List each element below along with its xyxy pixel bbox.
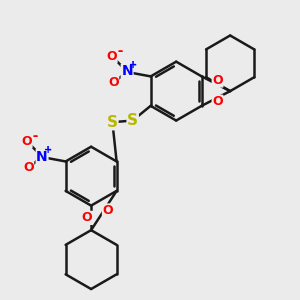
Text: O: O xyxy=(106,50,117,63)
Text: N: N xyxy=(36,149,48,164)
Text: -: - xyxy=(117,45,122,58)
Text: O: O xyxy=(82,212,92,224)
Text: O: O xyxy=(103,204,113,217)
Text: +: + xyxy=(129,60,137,70)
Text: +: + xyxy=(44,145,52,155)
Text: S: S xyxy=(127,113,138,128)
Text: S: S xyxy=(107,115,118,130)
Text: O: O xyxy=(212,74,223,87)
Text: N: N xyxy=(36,149,48,164)
Text: O: O xyxy=(212,95,223,108)
Text: +: + xyxy=(129,60,137,70)
Text: -: - xyxy=(117,45,122,58)
Text: -: - xyxy=(32,130,38,143)
Text: O: O xyxy=(103,204,113,217)
Text: O: O xyxy=(108,76,119,89)
Text: O: O xyxy=(82,212,92,224)
Text: O: O xyxy=(23,161,34,175)
Text: +: + xyxy=(44,145,52,155)
Text: O: O xyxy=(106,50,117,63)
Text: S: S xyxy=(127,113,138,128)
Text: O: O xyxy=(212,74,223,87)
Text: O: O xyxy=(21,135,32,148)
Text: O: O xyxy=(23,161,34,175)
Text: N: N xyxy=(121,64,133,79)
Text: -: - xyxy=(32,130,38,143)
Text: O: O xyxy=(212,95,223,108)
Text: O: O xyxy=(21,135,32,148)
Text: N: N xyxy=(121,64,133,79)
Text: S: S xyxy=(107,115,118,130)
Text: O: O xyxy=(108,76,119,89)
